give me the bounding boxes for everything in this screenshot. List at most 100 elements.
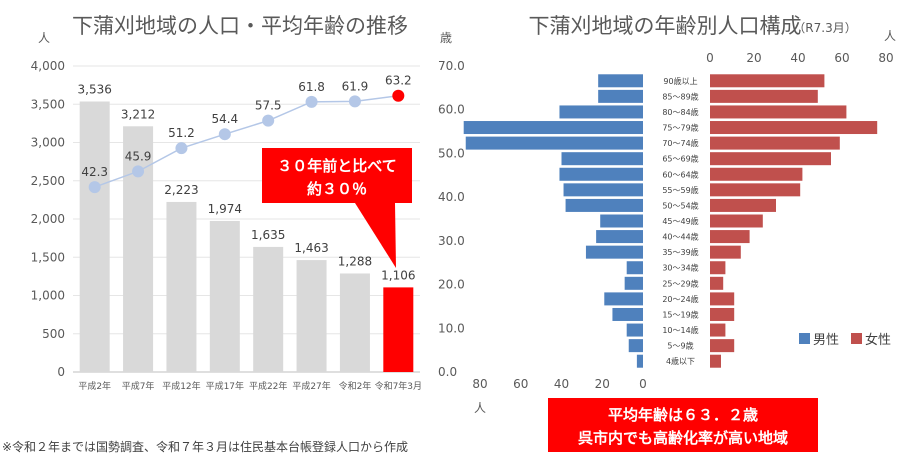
right-chart-title: 下蒲刈地域の年齢別人口構成 <box>529 14 802 38</box>
female-bar <box>710 167 803 181</box>
male-bar <box>624 276 643 290</box>
average-age-label: 51.2 <box>168 126 195 140</box>
right-bottom-axis-unit: 人 <box>474 401 486 415</box>
average-age-label: 54.4 <box>211 112 238 126</box>
age-category-label: 5～9歳 <box>667 341 693 351</box>
female-bar <box>710 230 750 244</box>
top-tick-label: 20 <box>746 51 761 65</box>
female-bar <box>710 245 741 259</box>
y2-tick-label: 0.0 <box>438 365 457 379</box>
right-callout-box <box>548 398 818 452</box>
female-bar <box>710 152 831 166</box>
female-bar <box>710 121 878 135</box>
male-bar <box>465 136 643 150</box>
male-bar <box>628 339 643 353</box>
population-bar-label: 3,536 <box>78 82 112 96</box>
y-tick-label: 3,000 <box>31 136 65 150</box>
age-category-label: 35～39歳 <box>662 247 698 257</box>
y2-tick-label: 40.0 <box>438 190 465 204</box>
legend-male-swatch <box>799 333 810 344</box>
y-tick-label: 2,500 <box>31 174 65 188</box>
top-tick-label: 0 <box>706 51 714 65</box>
left-y-axis-unit: 人 <box>38 31 50 45</box>
footnote: ※令和２年までは国勢調査、令和７年３月は住民基本台帳登録人口から作成 <box>2 439 408 454</box>
age-category-label: 45～49歳 <box>662 216 698 226</box>
male-bar <box>598 74 643 88</box>
right-chart-male-bars <box>463 74 643 368</box>
population-bar-label: 1,463 <box>294 241 328 255</box>
age-category-label: 10～14歳 <box>662 325 698 335</box>
left-y2-axis-unit: 歳 <box>440 31 452 45</box>
right-chart-bottom-ticks: 0 20 40 60 80 <box>472 377 646 391</box>
population-bar-label: 1,974 <box>208 202 242 216</box>
male-bar <box>559 167 643 181</box>
male-bar <box>604 292 643 306</box>
age-category-label: 20～24歳 <box>662 294 698 304</box>
female-bar <box>710 214 763 228</box>
female-bar <box>710 74 825 88</box>
male-bar <box>559 105 643 119</box>
population-bar <box>79 101 110 372</box>
age-category-label: 55～59歳 <box>662 185 698 195</box>
right-chart-female-bars <box>710 74 878 368</box>
y2-tick-label: 50.0 <box>438 146 465 160</box>
average-age-point <box>392 89 405 102</box>
y2-tick-label: 20.0 <box>438 278 465 292</box>
average-age-point <box>305 95 318 108</box>
y-tick-label: 0 <box>57 365 65 379</box>
female-bar <box>710 339 735 353</box>
population-bar-label: 3,212 <box>121 107 155 121</box>
left-chart-line <box>88 89 405 194</box>
age-category-label: 85～89歳 <box>662 91 698 101</box>
top-tick-label: 80 <box>878 51 893 65</box>
y-tick-label: 2,000 <box>31 212 65 226</box>
bottom-tick-label: 60 <box>513 377 528 391</box>
right-top-axis-unit: 人 <box>884 29 896 43</box>
age-category-label: 40～44歳 <box>662 232 698 242</box>
top-tick-label: 40 <box>790 51 805 65</box>
age-category-label: 60～64歳 <box>662 169 698 179</box>
population-bar-label: 1,635 <box>251 228 285 242</box>
population-bar-label: 1,106 <box>381 268 415 282</box>
legend-female-label: 女性 <box>865 332 891 348</box>
category-label: 平成12年 <box>162 380 200 392</box>
y-tick-label: 3,500 <box>31 97 65 111</box>
male-bar <box>612 307 643 321</box>
left-chart-categories: 平成2年 平成7年 平成12年 平成17年 平成22年 平成27年 令和2年 令和7年3月 <box>78 380 422 392</box>
population-bar <box>383 287 414 372</box>
left-callout-line2: 約３０％ <box>307 180 367 198</box>
population-bar <box>209 220 240 372</box>
average-age-point <box>132 165 145 178</box>
average-age-point <box>218 128 231 141</box>
bottom-tick-label: 0 <box>639 377 647 391</box>
male-bar <box>600 214 643 228</box>
legend-female-swatch <box>851 333 862 344</box>
average-age-point <box>175 142 188 155</box>
age-category-label: 80～84歳 <box>662 107 698 117</box>
right-callout-line1: 平均年齢は６３．２歳 <box>608 406 758 424</box>
left-chart-y-ticks: 0 500 1,000 1,500 2,000 2,500 3,000 3,500 4,000 <box>31 59 65 379</box>
average-age-label: 61.9 <box>342 79 369 93</box>
female-bar <box>710 354 721 368</box>
left-callout-line1: ３０年前と比べて <box>277 157 396 175</box>
top-tick-label: 60 <box>834 51 849 65</box>
y-tick-label: 1,500 <box>31 250 65 264</box>
female-bar <box>710 183 801 197</box>
bottom-tick-label: 40 <box>554 377 569 391</box>
right-callout: 平均年齢は６３．２歳 呉市内でも高齢化率が高い地域 <box>548 398 818 452</box>
age-category-label: 50～54歳 <box>662 200 698 210</box>
age-category-label: 30～34歳 <box>662 263 698 273</box>
female-bar <box>710 198 776 212</box>
population-bar <box>166 201 197 372</box>
average-age-label: 61.8 <box>298 80 325 94</box>
male-bar <box>463 121 643 135</box>
age-category-label: 90歳以上 <box>663 76 697 86</box>
y-tick-label: 500 <box>42 327 65 341</box>
average-age-point <box>88 181 101 194</box>
age-category-label: 4歳以下 <box>666 356 695 366</box>
average-age-point <box>262 114 275 127</box>
female-bar <box>710 261 726 275</box>
population-bar <box>339 273 370 372</box>
female-bar <box>710 323 726 337</box>
bottom-tick-label: 80 <box>472 377 487 391</box>
